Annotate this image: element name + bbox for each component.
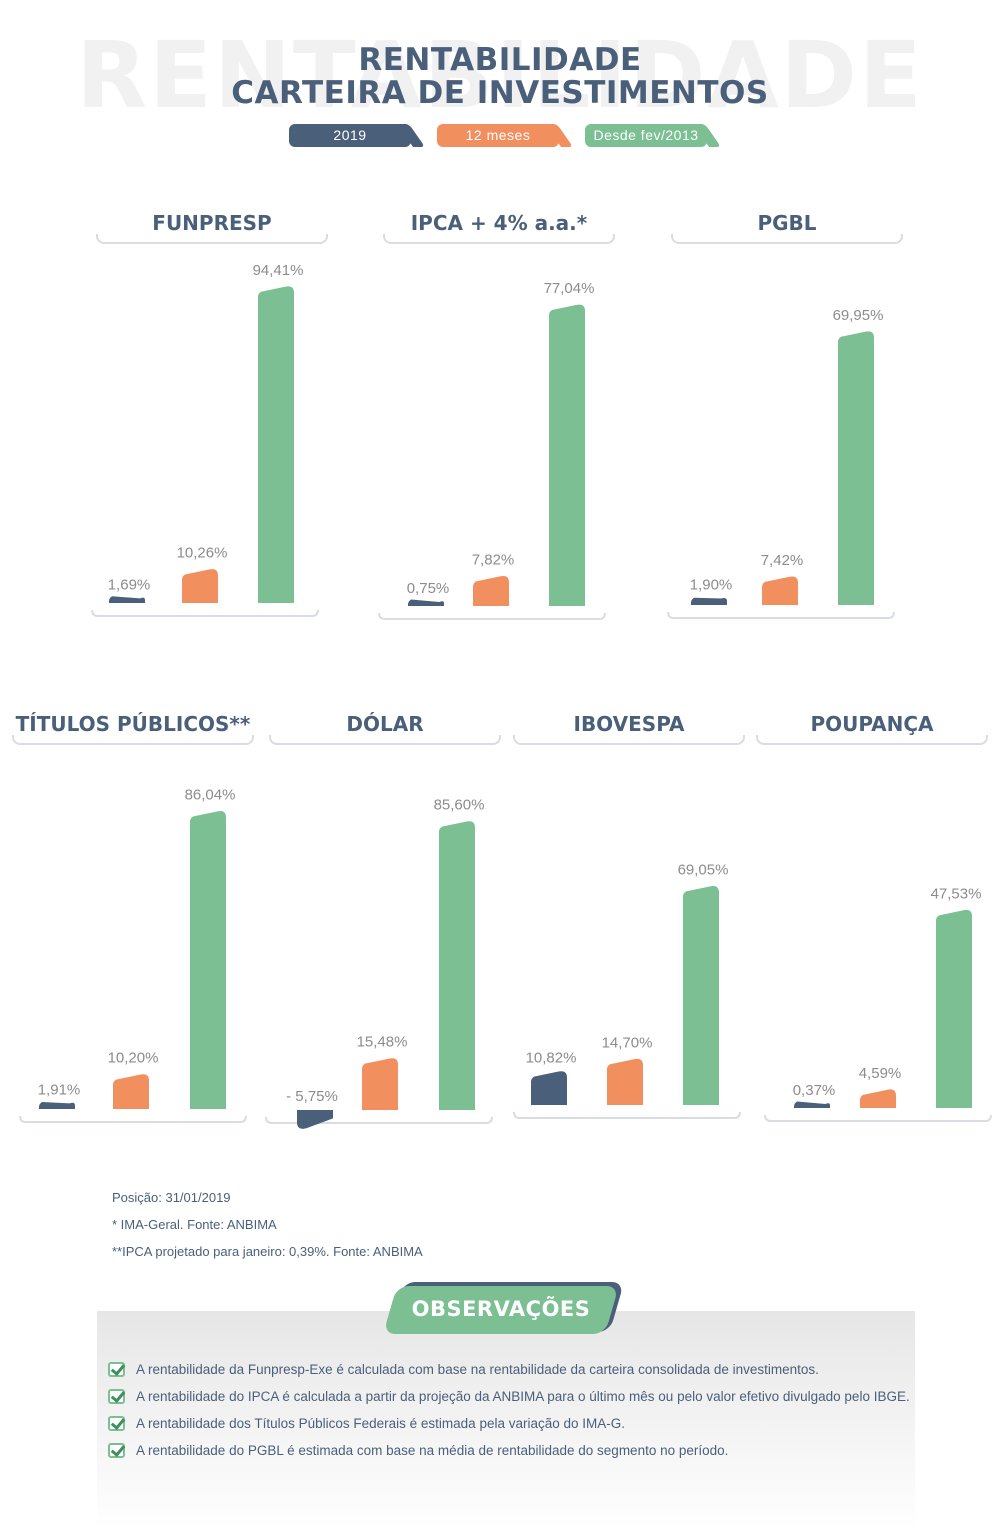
observation-item: A rentabilidade do IPCA é calculada a pa… (108, 1383, 910, 1410)
position-date: Posição: 31/01/2019 (112, 1190, 231, 1205)
observation-text: A rentabilidade dos Títulos Públicos Fed… (136, 1416, 626, 1431)
group-title-funpresp: FUNPRESP (96, 210, 328, 244)
bar-ibovespa-2019 (531, 1071, 567, 1105)
observation-item: A rentabilidade da Funpresp-Exe é calcul… (108, 1356, 908, 1383)
axis-ipca-4-a-a (378, 612, 606, 620)
bar-funpresp-12-meses (182, 569, 218, 603)
bar-funpresp-2019 (109, 596, 145, 603)
data-label-ibovespa-2019: 10,82% (526, 1050, 577, 1067)
bar-ipca-4-a-a-2019 (408, 599, 444, 606)
group-title-text: FUNPRESP (152, 211, 272, 235)
group-title-ibovespa: IBOVESPA (513, 711, 745, 745)
data-label-titulos-publicos-desde-fev-2013: 86,04% (185, 786, 236, 803)
group-title-text: POUPANÇA (810, 712, 934, 736)
axis-dolar (265, 1116, 493, 1124)
bar-ibovespa-12-meses (607, 1058, 643, 1105)
bar-ipca-4-a-a-desde-fev-2013 (549, 304, 585, 606)
data-label-titulos-publicos-12-meses: 10,20% (108, 1050, 159, 1067)
data-label-poupanca-12-meses: 4,59% (859, 1065, 902, 1082)
group-title-ipca: IPCA + 4% a.a.* (383, 210, 615, 244)
group-title-poupanca: POUPANÇA (756, 711, 988, 745)
observation-item: A rentabilidade dos Títulos Públicos Fed… (108, 1410, 908, 1437)
legend-12-meses: 12 meses (437, 124, 559, 147)
bar-pgbl-desde-fev-2013 (838, 331, 874, 605)
observations-title: OBSERVAÇÕES (411, 1297, 591, 1321)
bar-titulos-publicos-2019 (39, 1102, 75, 1109)
group-title-titulos-publicos: TÍTULOS PÚBLICOS** (12, 711, 254, 745)
group-title-text: IPCA + 4% a.a.* (410, 211, 588, 235)
observation-text: A rentabilidade da Funpresp-Exe é calcul… (136, 1362, 819, 1377)
footnotes: Posição: 31/01/2019 * IMA-Geral. Fonte: … (112, 1184, 423, 1265)
group-title-text: TÍTULOS PÚBLICOS** (15, 712, 251, 736)
group-title-dolar: DÓLAR (269, 711, 501, 745)
observations-list: A rentabilidade da Funpresp-Exe é calcul… (108, 1356, 910, 1464)
group-title-text: PGBL (757, 211, 817, 235)
observations-panel (97, 1311, 915, 1529)
data-label-funpresp-2019: 1,69% (108, 576, 151, 593)
data-label-dolar-12-meses: 15,48% (357, 1034, 408, 1051)
data-label-ipca-4-a-a-12-meses: 7,82% (472, 551, 515, 568)
axis-poupanca (764, 1114, 992, 1122)
group-title-text: IBOVESPA (573, 712, 685, 736)
data-label-ipca-4-a-a-desde-fev-2013: 77,04% (544, 280, 595, 297)
observation-text: A rentabilidade do PGBL é estimada com b… (136, 1443, 729, 1458)
data-label-funpresp-desde-fev-2013: 94,41% (253, 262, 304, 279)
bar-ipca-4-a-a-12-meses (473, 575, 509, 606)
axis-titulos-publicos (19, 1115, 247, 1123)
data-label-titulos-publicos-2019: 1,91% (38, 1081, 81, 1098)
legend-2019: 2019 (289, 124, 411, 147)
footnote-2: **IPCA projetado para janeiro: 0,39%. Fo… (112, 1244, 423, 1259)
bar-dolar-2019 (297, 1110, 333, 1129)
bar-dolar-desde-fev-2013 (439, 821, 475, 1110)
axis-funpresp (91, 609, 319, 617)
check-icon (108, 1362, 125, 1377)
group-title-text: DÓLAR (346, 712, 424, 736)
data-label-poupanca-2019: 0,37% (793, 1082, 836, 1099)
title-line-2: CARTEIRA DE INVESTIMENTOS (231, 75, 769, 111)
check-icon (108, 1443, 125, 1458)
data-label-dolar-2019: - 5,75% (286, 1088, 338, 1105)
check-icon (108, 1389, 125, 1404)
watermark-title: RENTABILIDADE (76, 22, 924, 129)
axis-ibovespa (513, 1111, 741, 1119)
bar-pgbl-12-meses (762, 576, 798, 605)
data-label-pgbl-12-meses: 7,42% (761, 552, 804, 569)
axis-pgbl (667, 611, 895, 619)
bar-poupanca-desde-fev-2013 (936, 909, 972, 1108)
footnote-1: * IMA-Geral. Fonte: ANBIMA (112, 1217, 277, 1232)
check-icon (108, 1416, 125, 1431)
bar-poupanca-2019 (794, 1101, 830, 1108)
data-label-funpresp-12-meses: 10,26% (177, 545, 228, 562)
data-label-ibovespa-12-meses: 14,70% (602, 1034, 653, 1051)
legend-desde-fev-2013: Desde fev/2013 (585, 124, 707, 147)
data-label-ipca-4-a-a-2019: 0,75% (407, 580, 450, 597)
title-line-1: RENTABILIDADE (358, 42, 642, 78)
bar-funpresp-desde-fev-2013 (258, 286, 294, 603)
bar-pgbl-2019 (691, 597, 727, 605)
observation-item: A rentabilidade do PGBL é estimada com b… (108, 1437, 908, 1464)
chart-legend: 2019 12 meses Desde fev/2013 (0, 124, 1000, 148)
data-label-dolar-desde-fev-2013: 85,60% (434, 797, 485, 814)
bar-titulos-publicos-12-meses (113, 1074, 149, 1109)
bar-poupanca-12-meses (860, 1089, 896, 1108)
bar-titulos-publicos-desde-fev-2013 (190, 811, 226, 1109)
data-label-poupanca-desde-fev-2013: 47,53% (931, 885, 982, 902)
data-label-pgbl-2019: 1,90% (690, 577, 733, 594)
page-title: RENTABILIDADE CARTEIRA DE INVESTIMENTOS (0, 44, 1000, 110)
observation-text: A rentabilidade do IPCA é calculada a pa… (136, 1389, 910, 1404)
data-label-ibovespa-desde-fev-2013: 69,05% (678, 861, 729, 878)
bar-ibovespa-desde-fev-2013 (683, 886, 719, 1105)
bar-dolar-12-meses (362, 1058, 398, 1110)
data-label-pgbl-desde-fev-2013: 69,95% (833, 307, 884, 324)
group-title-pgbl: PGBL (671, 210, 903, 244)
